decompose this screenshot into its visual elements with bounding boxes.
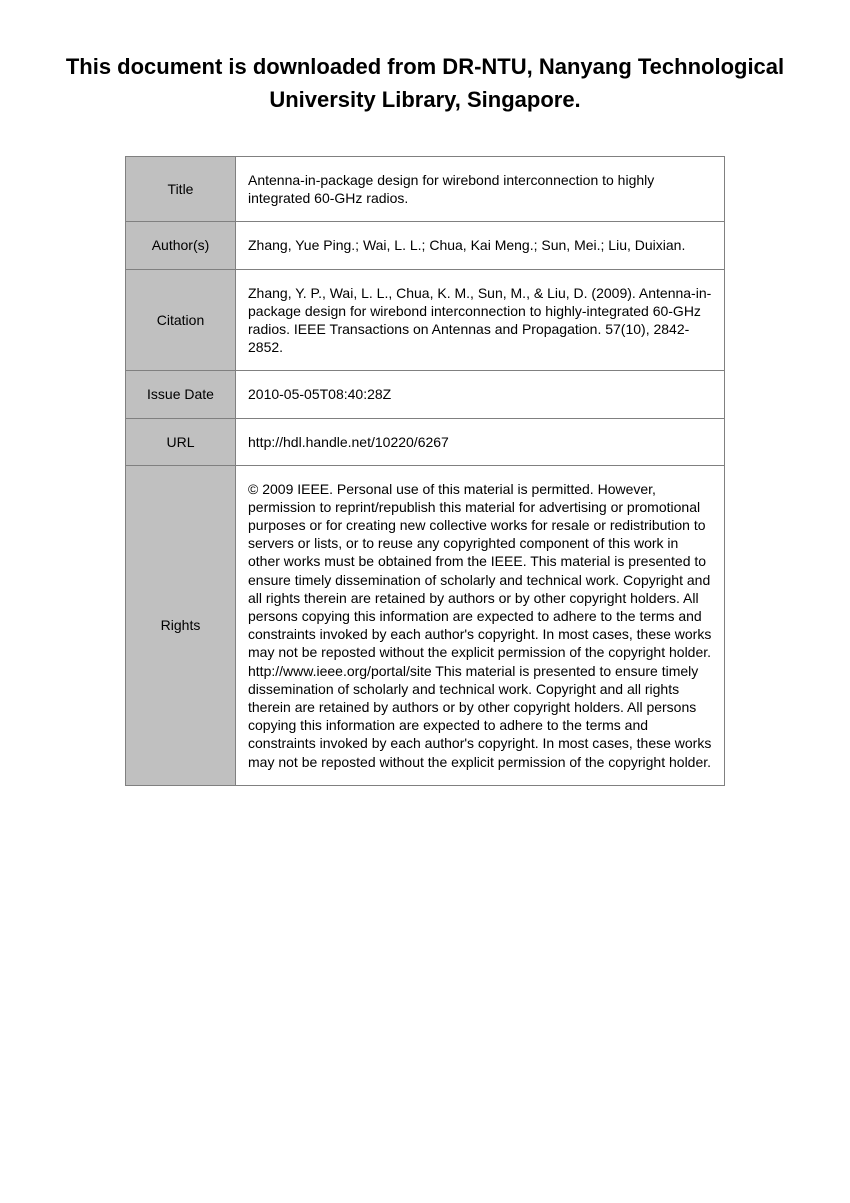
citation-value: Zhang, Y. P., Wai, L. L., Chua, K. M., S… [236,269,725,371]
url-value: http://hdl.handle.net/10220/6267 [236,418,725,465]
metadata-table-body: Title Antenna-in-package design for wire… [126,157,725,786]
table-row: Issue Date 2010-05-05T08:40:28Z [126,371,725,418]
metadata-table: Title Antenna-in-package design for wire… [125,156,725,786]
citation-label: Citation [126,269,236,371]
table-row: Title Antenna-in-package design for wire… [126,157,725,222]
table-row: Rights © 2009 IEEE. Personal use of this… [126,465,725,785]
rights-label: Rights [126,465,236,785]
rights-value: © 2009 IEEE. Personal use of this materi… [236,465,725,785]
table-row: Citation Zhang, Y. P., Wai, L. L., Chua,… [126,269,725,371]
table-row: Author(s) Zhang, Yue Ping.; Wai, L. L.; … [126,222,725,269]
issue-date-value: 2010-05-05T08:40:28Z [236,371,725,418]
authors-value: Zhang, Yue Ping.; Wai, L. L.; Chua, Kai … [236,222,725,269]
document-header: This document is downloaded from DR-NTU,… [60,50,790,116]
issue-date-label: Issue Date [126,371,236,418]
title-label: Title [126,157,236,222]
url-label: URL [126,418,236,465]
table-row: URL http://hdl.handle.net/10220/6267 [126,418,725,465]
title-value: Antenna-in-package design for wirebond i… [236,157,725,222]
authors-label: Author(s) [126,222,236,269]
